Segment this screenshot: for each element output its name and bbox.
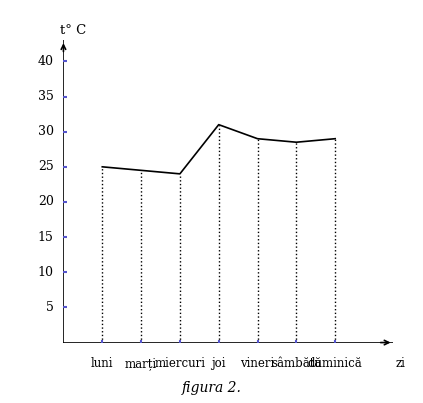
Text: duminică: duminică xyxy=(308,357,363,370)
Text: 5: 5 xyxy=(46,301,54,314)
Text: 20: 20 xyxy=(38,195,54,208)
Text: 35: 35 xyxy=(38,90,54,103)
Text: luni: luni xyxy=(91,357,113,370)
Text: 10: 10 xyxy=(38,266,54,279)
Text: t° C: t° C xyxy=(60,24,86,37)
Text: 40: 40 xyxy=(38,55,54,68)
Text: figura 2.: figura 2. xyxy=(181,381,242,395)
Text: 15: 15 xyxy=(38,231,54,244)
Text: miercuri: miercuri xyxy=(154,357,206,370)
Text: 25: 25 xyxy=(38,160,54,173)
Text: joi: joi xyxy=(212,357,226,370)
Text: zi: zi xyxy=(396,357,405,370)
Text: 30: 30 xyxy=(38,125,54,138)
Text: marți: marți xyxy=(125,357,157,370)
Text: vineri: vineri xyxy=(240,357,275,370)
Text: sâmbătă: sâmbătă xyxy=(271,357,321,370)
